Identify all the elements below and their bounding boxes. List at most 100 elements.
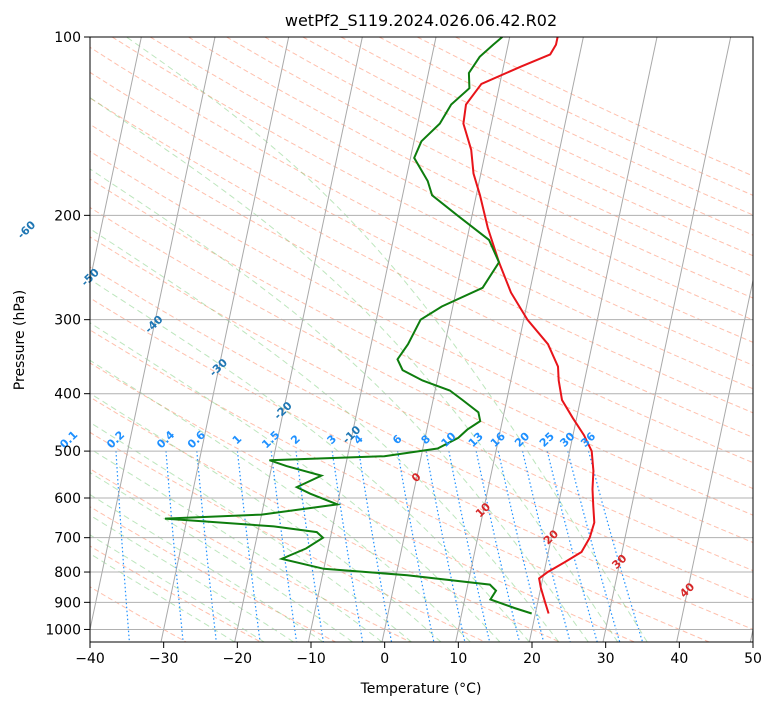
- mixing-ratio-label: 25: [537, 430, 557, 450]
- dewpoint-line: [164, 37, 533, 615]
- mixing-ratio-label: 1: [230, 432, 245, 447]
- isotherm-line: [234, 37, 363, 642]
- y-tick-label: 600: [54, 491, 81, 507]
- moist-adiabat: [90, 493, 324, 642]
- moist-adiabat: [90, 553, 235, 642]
- isotherm-line: [602, 37, 732, 642]
- mixing-ratio-label: 6: [390, 432, 405, 447]
- mixing-ratio-line: [475, 450, 521, 642]
- profiles: [164, 37, 596, 615]
- mixing-ratio-label: 0.4: [154, 428, 177, 451]
- mixing-ratio-line: [497, 450, 545, 642]
- mixing-ratio-line: [270, 451, 298, 642]
- dry-adiabat: [90, 206, 753, 544]
- x-axis-ticks: −40 −30 −20 −10 0 10 20 30 40 50: [75, 642, 762, 667]
- mixing-ratio-line: [331, 451, 364, 642]
- temperature-line: [462, 37, 596, 614]
- y-tick-label: 200: [54, 208, 81, 224]
- moist-adiabat: [90, 359, 471, 642]
- y-tick-label: 100: [54, 30, 81, 46]
- mixing-ratio-label: 8: [419, 432, 434, 447]
- dry-adiabat: [90, 236, 753, 572]
- dry-adiabat: [90, 266, 753, 601]
- isotherm-line: [749, 627, 753, 642]
- x-tick-label: −10: [296, 651, 326, 667]
- x-tick-label: −40: [75, 651, 105, 667]
- x-tick-label: 0: [380, 651, 389, 667]
- y-tick-label: 400: [54, 387, 81, 403]
- mixing-ratio-line: [448, 450, 491, 642]
- isotherm-line: [307, 37, 437, 642]
- mixing-ratio-line: [546, 450, 598, 642]
- isotherm-label-positive: 30: [609, 552, 629, 572]
- isotherm-label: -60: [15, 218, 39, 241]
- x-tick-label: 30: [597, 651, 615, 667]
- mixing-ratio-label: 4: [351, 432, 366, 447]
- isotherm-line: [0, 37, 68, 642]
- dry-adiabat: [90, 46, 753, 390]
- mixing-ratio-label: 20: [512, 430, 532, 450]
- moist-adiabat: [90, 421, 412, 642]
- moist-adiabat: [126, 37, 648, 642]
- y-tick-label: 700: [54, 531, 81, 547]
- mixing-ratio-line: [425, 450, 466, 642]
- mixing-ratio-label: 13: [466, 430, 486, 450]
- dry-adiabat: [90, 150, 753, 490]
- isotherm-line: [160, 37, 290, 642]
- x-tick-label: 10: [449, 651, 467, 667]
- dry-adiabat: [90, 71, 753, 414]
- dry-adiabat: [90, 506, 336, 642]
- mixing-ratio-line: [196, 451, 217, 642]
- y-tick-label: 1000: [45, 622, 81, 638]
- pressure-gridlines: [90, 37, 753, 630]
- mixing-ratio-line: [567, 450, 621, 642]
- chart-title: wetPf2_S119.2024.026.06.42.R02: [285, 11, 557, 31]
- mixing-ratio-line: [295, 451, 324, 642]
- dry-adiabat: [90, 178, 753, 516]
- dry-adiabat: [149, 37, 753, 343]
- x-tick-label: 20: [523, 651, 541, 667]
- mixing-ratio-line: [236, 451, 261, 642]
- dry-adiabat: [90, 431, 486, 642]
- plot-frame: [89, 36, 754, 643]
- isotherm-line: [90, 37, 216, 632]
- isotherm-line: [455, 37, 584, 642]
- mixing-ratio-label: 30: [557, 430, 577, 450]
- x-tick-label: 40: [670, 651, 688, 667]
- isotherm-label-positive: 20: [541, 527, 561, 547]
- moist-adiabat: [90, 168, 589, 642]
- mixing-ratio-line: [522, 450, 571, 642]
- dry-adiabat: [226, 37, 753, 299]
- dry-adiabat: [417, 37, 753, 196]
- x-tick-label: −20: [223, 651, 253, 667]
- mixing-ratio-line: [165, 451, 184, 642]
- isotherm-label-positive: 10: [473, 500, 493, 520]
- mixing-ratio-label: 0.2: [104, 428, 127, 451]
- y-axis-label: Pressure (hPa): [12, 290, 28, 390]
- dry-adiabat: [188, 37, 753, 321]
- mixing-ratio-line: [587, 450, 644, 642]
- moist-adiabat: [90, 448, 383, 642]
- dry-adiabat: [90, 123, 753, 464]
- dry-adiabat: [90, 545, 262, 642]
- mixing-ratio-label: 3: [325, 432, 340, 447]
- mixing-ratio-label: 0.6: [185, 428, 208, 451]
- x-axis-label: Temperature (°C): [360, 681, 482, 697]
- isotherm-line: [528, 37, 658, 642]
- moist-adiabat: [90, 228, 560, 642]
- moist-adiabat: [90, 97, 619, 642]
- line-labels: -100-90-80-70-60-50-40-30-20-100.10.20.4…: [15, 218, 698, 600]
- x-tick-label: −30: [149, 651, 179, 667]
- y-tick-label: 500: [54, 444, 81, 460]
- isotherm-label-positive: 0: [409, 470, 424, 485]
- y-tick-label: 900: [54, 595, 81, 611]
- y-tick-label: 800: [54, 565, 81, 581]
- dry-adiabat: [340, 37, 753, 236]
- dry-adiabat: [378, 37, 753, 216]
- y-axis-ticks: 1000 900 800 700 600 500 400 300 200 100: [45, 30, 90, 638]
- mixing-ratio-line: [115, 451, 130, 642]
- dry-adiabat: [302, 37, 753, 257]
- isotherm-label-positive: 40: [677, 580, 697, 600]
- x-tick-label: 50: [744, 651, 762, 667]
